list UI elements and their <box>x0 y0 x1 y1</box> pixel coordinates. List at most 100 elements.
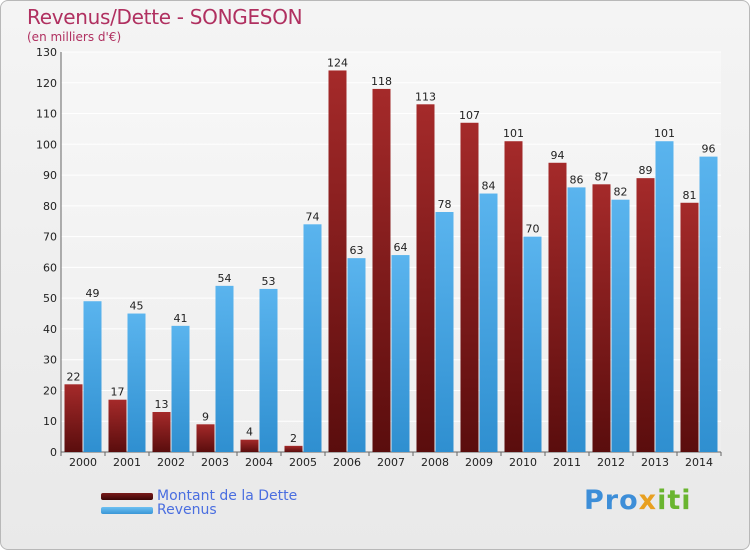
logo-part-iti: iti <box>657 485 692 516</box>
y-tick-label: 90 <box>43 169 57 182</box>
y-tick-label: 100 <box>36 138 57 151</box>
data-label-dette: 87 <box>595 170 609 183</box>
chart-subtitle: (en milliers d'€) <box>27 30 122 44</box>
data-label-revenus: 86 <box>570 173 584 186</box>
x-tick-label: 2012 <box>597 456 625 469</box>
x-tick-label: 2013 <box>641 456 669 469</box>
data-label-revenus: 70 <box>526 223 540 236</box>
x-tick-label: 2008 <box>421 456 449 469</box>
bar-revenus <box>259 288 278 452</box>
legend-item-revenus: Revenus <box>101 502 217 518</box>
y-tick-label: 60 <box>43 261 57 274</box>
bar-dette <box>152 412 171 452</box>
data-label-revenus: 101 <box>654 127 675 140</box>
data-label-dette: 89 <box>639 164 653 177</box>
data-label-dette: 81 <box>683 189 697 202</box>
data-label-revenus: 96 <box>702 143 716 156</box>
data-label-revenus: 45 <box>130 300 144 313</box>
data-label-revenus: 64 <box>394 241 408 254</box>
bar-dette <box>108 399 127 452</box>
bar-revenus <box>83 301 102 452</box>
data-label-dette: 9 <box>202 410 209 423</box>
bar-revenus <box>127 313 146 452</box>
bar-dette <box>504 141 523 452</box>
chart-title: Revenus/Dette - SONGESON <box>27 5 303 29</box>
x-tick-label: 2004 <box>245 456 273 469</box>
bar-revenus <box>523 236 542 452</box>
y-tick-label: 20 <box>43 384 57 397</box>
data-label-dette: 94 <box>551 149 565 162</box>
x-tick-label: 2001 <box>113 456 141 469</box>
legend-item-dette: Montant de la Dette <box>101 488 297 504</box>
legend-label-revenus: Revenus <box>157 502 217 518</box>
bar-revenus <box>567 187 586 452</box>
y-tick-label: 40 <box>43 323 57 336</box>
bar-dette <box>416 104 435 453</box>
x-tick-label: 2003 <box>201 456 229 469</box>
y-tick-label: 50 <box>43 292 57 305</box>
legend-swatch-revenus <box>101 506 153 514</box>
y-tick-label: 70 <box>43 231 57 244</box>
data-label-dette: 113 <box>415 90 436 103</box>
bar-revenus <box>699 156 718 452</box>
bar-dette <box>284 445 303 452</box>
bar-revenus <box>479 193 498 453</box>
x-tick-label: 2002 <box>157 456 185 469</box>
bar-dette <box>64 384 83 452</box>
x-tick-label: 2007 <box>377 456 405 469</box>
data-label-revenus: 63 <box>350 244 364 257</box>
data-label-dette: 22 <box>67 370 81 383</box>
data-label-revenus: 41 <box>174 312 188 325</box>
x-tick-label: 2011 <box>553 456 581 469</box>
data-label-revenus: 84 <box>482 180 496 193</box>
x-tick-label: 2009 <box>465 456 493 469</box>
data-label-dette: 101 <box>503 127 524 140</box>
y-tick-label: 80 <box>43 200 57 213</box>
data-label-revenus: 78 <box>438 198 452 211</box>
bar-dette <box>460 122 479 453</box>
data-label-dette: 13 <box>155 398 169 411</box>
legend-swatch-dette <box>101 492 153 500</box>
data-label-dette: 124 <box>327 56 348 69</box>
proxiti-logo: Proxiti <box>584 485 692 516</box>
bar-revenus <box>611 199 630 452</box>
bar-dette <box>372 88 391 452</box>
bar-dette <box>592 184 611 453</box>
bar-dette <box>240 439 259 452</box>
x-tick-label: 2014 <box>685 456 713 469</box>
logo-part-pro: Pro <box>584 485 639 516</box>
bar-dette <box>680 202 699 452</box>
y-tick-label: 120 <box>36 77 57 90</box>
y-tick-label: 10 <box>43 415 57 428</box>
data-label-revenus: 54 <box>218 272 232 285</box>
y-tick-label: 30 <box>43 354 57 367</box>
bar-revenus <box>655 141 674 452</box>
x-tick-label: 2010 <box>509 456 537 469</box>
bar-revenus <box>435 212 454 452</box>
data-label-revenus: 53 <box>262 275 276 288</box>
bar-dette <box>196 424 215 452</box>
data-label-dette: 4 <box>246 426 253 439</box>
x-tick-label: 2005 <box>289 456 317 469</box>
logo-part-x: x <box>638 485 658 516</box>
x-tick-label: 2006 <box>333 456 361 469</box>
bar-dette <box>636 178 655 452</box>
data-label-revenus: 82 <box>614 186 628 199</box>
bar-dette <box>328 70 347 452</box>
y-tick-label: 130 <box>36 46 57 59</box>
data-label-dette: 17 <box>111 386 125 399</box>
data-label-dette: 2 <box>290 432 297 445</box>
x-tick-label: 2000 <box>69 456 97 469</box>
y-tick-label: 0 <box>50 446 57 459</box>
bar-revenus <box>303 224 322 452</box>
bar-revenus <box>347 258 366 452</box>
bar-revenus <box>391 255 410 452</box>
data-label-revenus: 49 <box>86 287 100 300</box>
bar-revenus <box>171 325 190 452</box>
data-label-revenus: 74 <box>306 210 320 223</box>
data-label-dette: 107 <box>459 109 480 122</box>
bar-revenus <box>215 285 234 452</box>
y-tick-label: 110 <box>36 108 57 121</box>
